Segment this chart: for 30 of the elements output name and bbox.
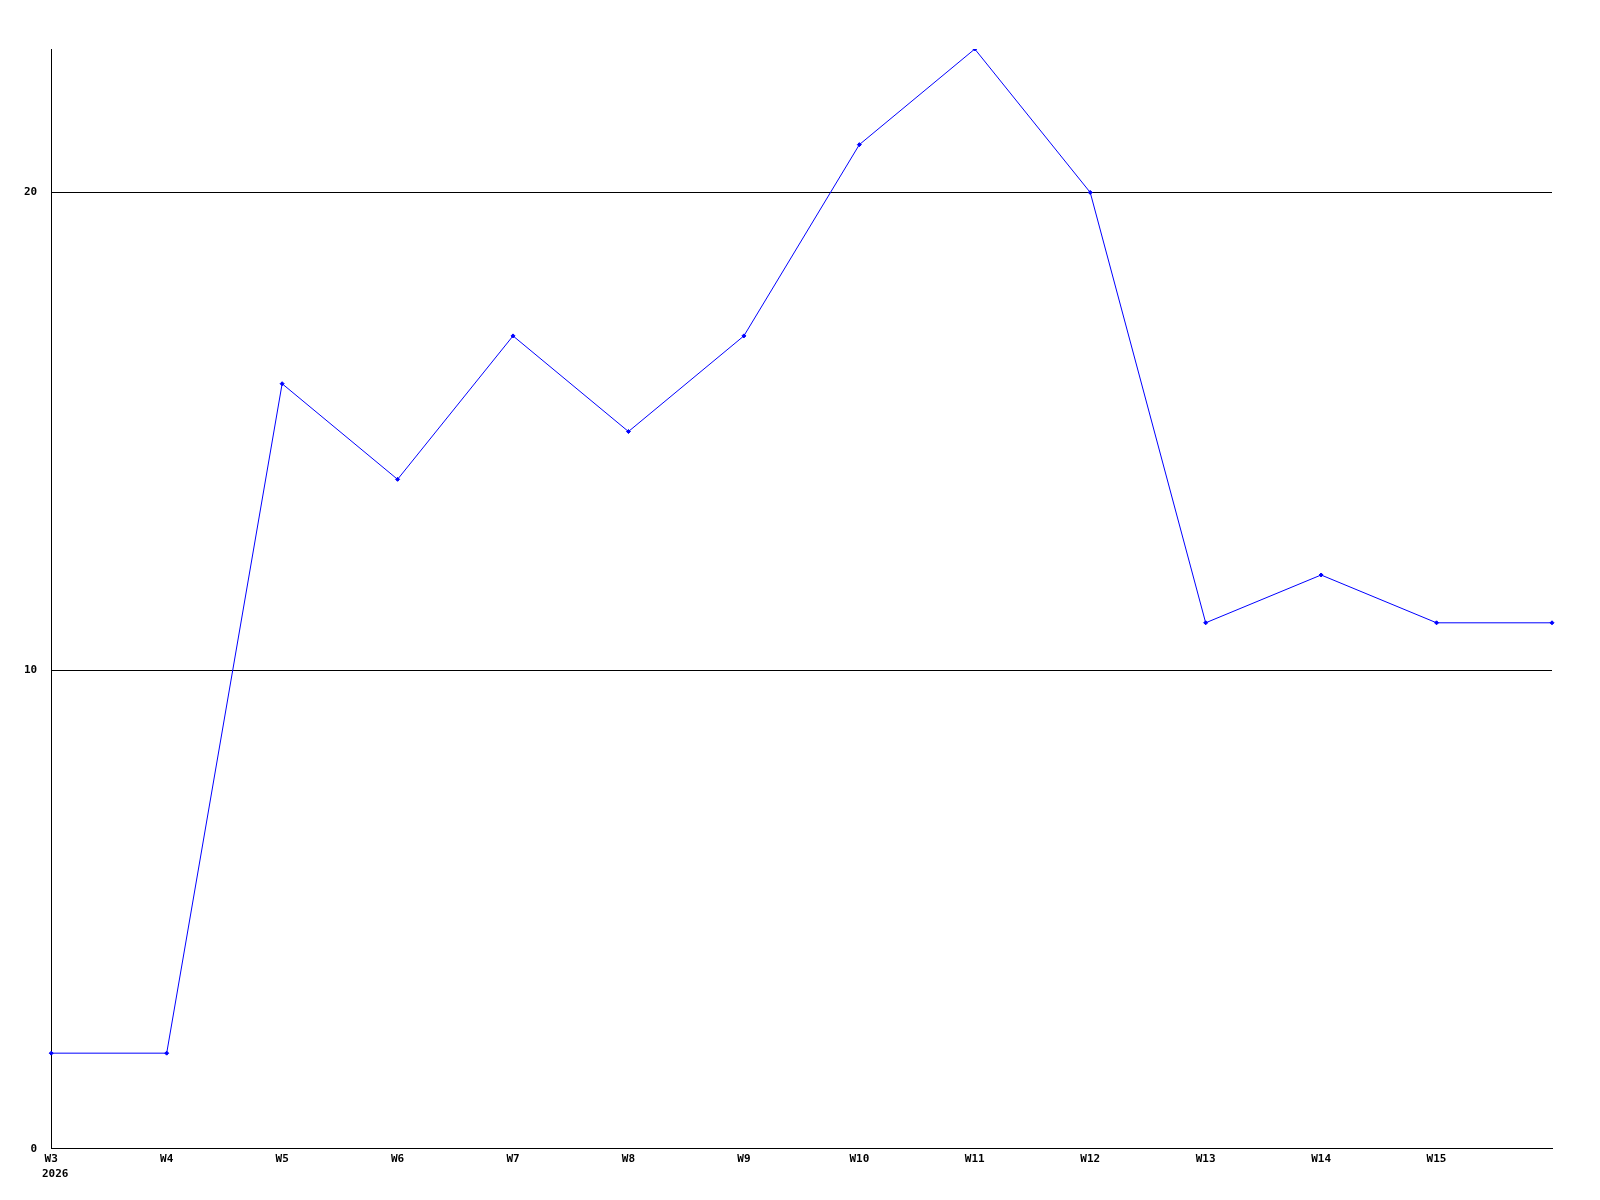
x-tick-label: W13 (1195, 1152, 1216, 1166)
point (1549, 620, 1555, 626)
y-tick-label: 20 (24, 185, 38, 199)
y-tick-label: 10 (24, 663, 38, 677)
x-tick-label: W4 (160, 1152, 174, 1166)
point (1203, 620, 1209, 626)
point (279, 381, 285, 387)
x-tick-label: W7 (506, 1152, 520, 1166)
x-tick-label: W3 (44, 1152, 58, 1166)
x-tick-label: W12 (1080, 1152, 1101, 1166)
point (1434, 620, 1440, 626)
x-tick-label: W5 (275, 1152, 289, 1166)
x-tick-label: W8 (621, 1152, 636, 1166)
point (1087, 189, 1093, 195)
x-tick-label: W14 (1311, 1152, 1332, 1166)
x-tick-label: W10 (849, 1152, 870, 1166)
text: 2026 (42, 1167, 69, 1181)
x-tick-label: W6 (390, 1152, 405, 1166)
point (48, 1050, 54, 1056)
x-tick-label: W11 (964, 1152, 986, 1166)
point (741, 333, 747, 339)
point (625, 429, 631, 435)
point (510, 333, 516, 339)
point (856, 142, 862, 148)
point (1318, 572, 1324, 578)
point (395, 476, 401, 482)
point (164, 1050, 170, 1056)
x-tick-label: W15 (1426, 1152, 1447, 1166)
x-tick-label: W9 (737, 1152, 751, 1166)
y-tick-label: 0 (30, 1141, 38, 1155)
